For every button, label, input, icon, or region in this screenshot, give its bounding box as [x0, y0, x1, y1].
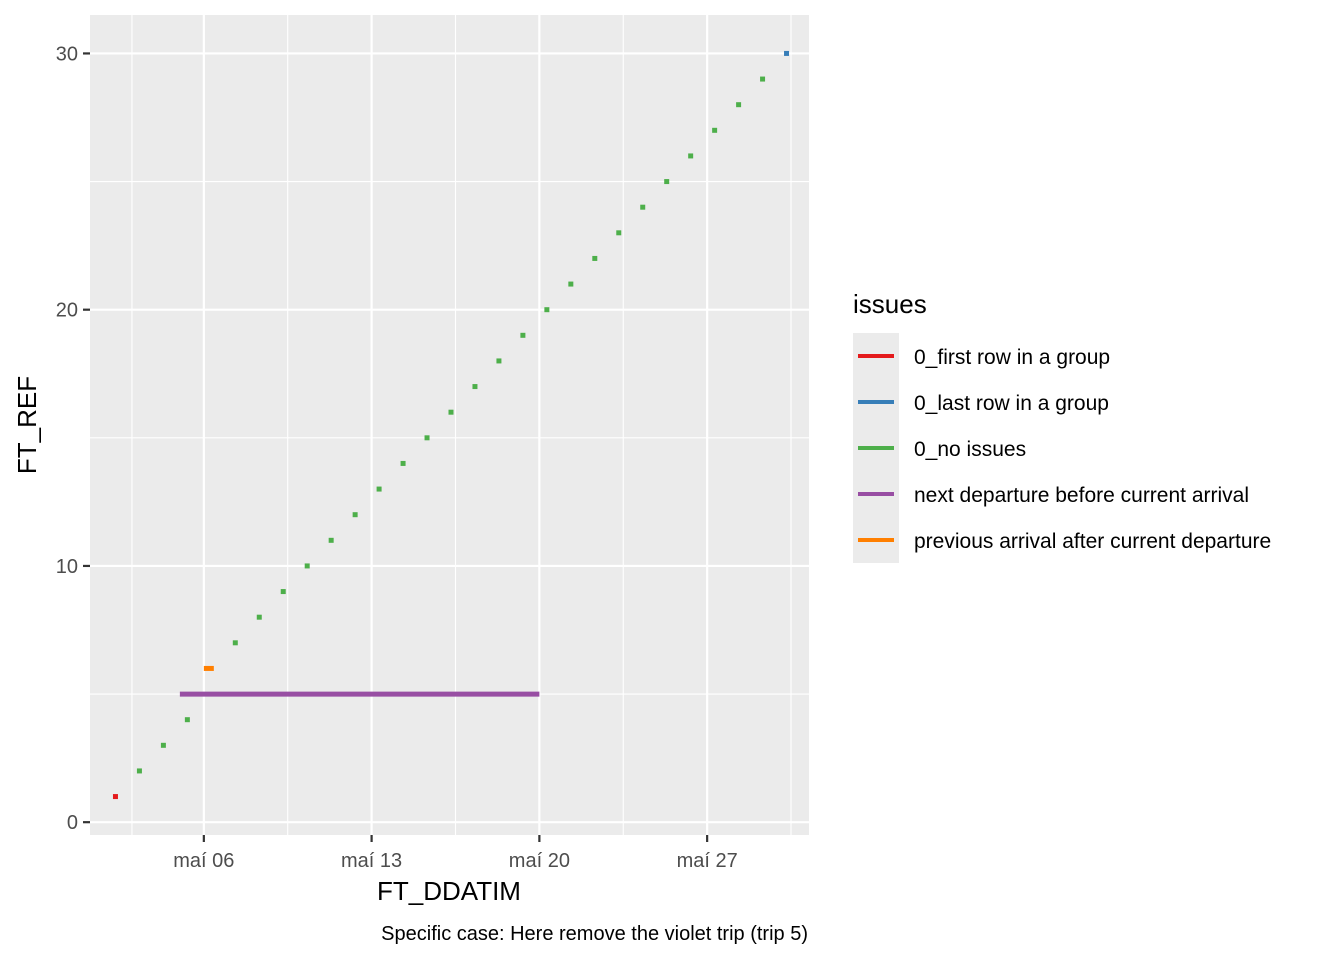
x-tick-labels: maí 06 maí 13 maí 20 maí 27	[173, 850, 737, 872]
x-tick-label: maí 20	[509, 850, 570, 872]
caption: Specific case: Here remove the violet tr…	[381, 923, 808, 945]
y-tick-labels: 0 10 20 30	[56, 43, 78, 834]
x-axis-title: FT_DDATIM	[377, 876, 521, 906]
legend-label: 0_first row in a group	[914, 346, 1110, 369]
x-tick-label: maí 27	[677, 850, 738, 872]
legend-title: issues	[853, 289, 927, 319]
x-tick-label: maí 13	[341, 850, 402, 872]
axis-ticks	[83, 52, 709, 842]
y-tick-label: 0	[67, 812, 78, 834]
y-tick-label: 10	[56, 556, 78, 578]
legend: issues 0_first row in a group 0_last row …	[853, 289, 1271, 563]
legend-label: previous arrival after current departure	[914, 530, 1271, 553]
data-segments	[112, 50, 790, 800]
x-tick-label: maí 06	[173, 850, 234, 872]
plot-panel	[90, 15, 809, 835]
legend-items: 0_first row in a group 0_last row in a gr…	[858, 346, 1271, 553]
y-axis-title: FT_REF	[12, 376, 42, 474]
legend-label: next departure before current arrival	[914, 484, 1249, 507]
legend-label: 0_last row in a group	[914, 392, 1109, 415]
legend-label: 0_no issues	[914, 438, 1026, 461]
y-tick-label: 20	[56, 300, 78, 322]
major-gridlines	[90, 15, 809, 835]
y-tick-label: 30	[56, 43, 78, 65]
